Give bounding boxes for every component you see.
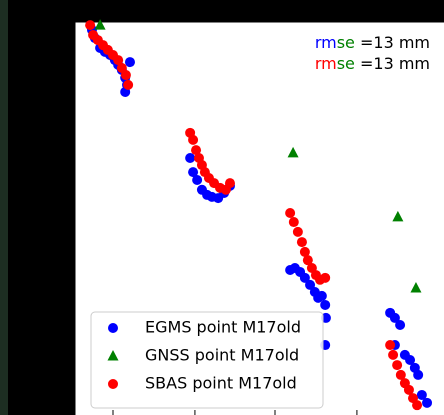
legend-label: SBAS point M17old — [145, 374, 297, 393]
point — [395, 369, 406, 380]
annotation-segment: rm — [315, 54, 337, 73]
legend-label: EGMS point M17old — [145, 318, 301, 337]
annotation: rmse =13 mm — [315, 33, 430, 52]
point — [403, 384, 414, 395]
point — [191, 145, 202, 156]
point — [108, 379, 118, 389]
point — [299, 246, 310, 257]
legend-label: GNSS point M17old — [145, 346, 299, 365]
point — [316, 290, 327, 301]
point — [395, 320, 406, 331]
annotation-segment: rm — [315, 33, 337, 52]
point — [320, 272, 331, 283]
point — [192, 174, 203, 185]
point — [416, 389, 427, 400]
point — [388, 349, 399, 360]
point — [405, 354, 416, 365]
triangle-point — [94, 19, 106, 30]
triangle-point — [287, 146, 299, 158]
triangle-point — [410, 282, 422, 293]
point — [288, 217, 299, 228]
triangle-point — [107, 350, 119, 361]
point — [85, 20, 96, 31]
point — [292, 226, 303, 237]
point — [299, 272, 310, 283]
annotation: rmse =13 mm — [315, 54, 430, 73]
point — [185, 152, 196, 163]
annotation-segment: =13 mm — [355, 33, 430, 52]
point — [123, 79, 134, 90]
point — [113, 55, 124, 66]
annotation-segment: se — [337, 33, 355, 52]
point — [188, 134, 199, 145]
point — [385, 340, 396, 351]
point — [285, 207, 296, 218]
point — [296, 237, 307, 248]
point — [412, 400, 423, 411]
point — [224, 178, 235, 189]
point — [320, 299, 331, 310]
annotation-segment: =13 mm — [355, 54, 430, 73]
point — [305, 279, 316, 290]
point — [392, 360, 403, 371]
point — [188, 167, 199, 178]
point — [413, 369, 424, 380]
point — [120, 70, 131, 81]
point — [124, 57, 135, 68]
point — [422, 397, 433, 408]
annotation-segment: se — [337, 54, 355, 73]
point — [108, 323, 118, 333]
legend-box — [90, 311, 324, 409]
left-edge — [0, 0, 8, 415]
triangle-point — [392, 210, 404, 222]
point — [302, 255, 313, 266]
point — [389, 312, 400, 323]
